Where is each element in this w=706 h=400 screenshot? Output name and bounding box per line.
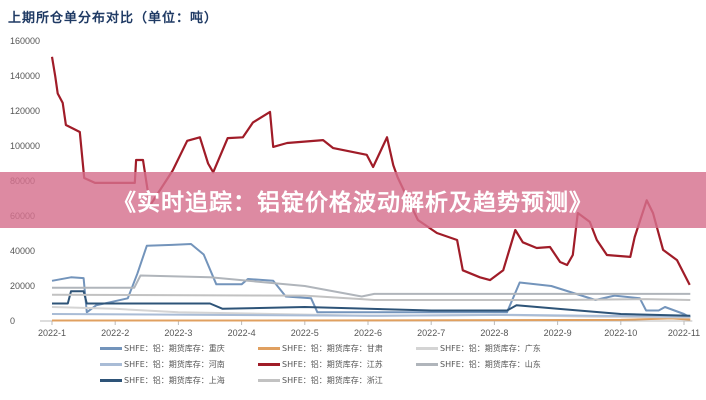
banner-text: 《实时追踪：铝锭价格波动解析及趋势预测》 — [113, 190, 593, 216]
x-tick-label: 2022-1 — [38, 328, 66, 338]
x-tick-label: 2022-6 — [354, 328, 382, 338]
legend-swatch — [416, 363, 438, 366]
legend-item: SHFE：铝：期货库存：山东 — [416, 359, 574, 370]
y-tick-label: 140000 — [10, 71, 40, 81]
y-tick-label: 0 — [10, 316, 15, 326]
y-tick-label: 40000 — [10, 246, 35, 256]
series-line-4 — [50, 56, 691, 286]
legend-label: SHFE：铝：期货库存：浙江 — [282, 376, 383, 385]
legend-label: SHFE：铝：期货库存：上海 — [124, 376, 225, 385]
legend-swatch — [258, 379, 280, 382]
x-tick-label: 2022-2 — [101, 328, 129, 338]
x-tick-label: 2022-4 — [228, 328, 256, 338]
series-line-7 — [51, 293, 691, 301]
legend-label: SHFE：铝：期货库存：重庆 — [124, 344, 225, 353]
legend-item: SHFE：铝：期货库存：重庆 — [100, 343, 258, 354]
headline-banner: 《实时追踪：铝锭价格波动解析及趋势预测》 — [0, 172, 706, 228]
legend-swatch — [100, 379, 122, 382]
legend-swatch — [258, 363, 280, 366]
legend-label: SHFE：铝：期货库存：广东 — [440, 344, 541, 353]
series-line-5 — [52, 274, 691, 298]
series-line-3 — [51, 313, 691, 318]
legend-label: SHFE：铝：期货库存：河南 — [124, 360, 225, 369]
legend-item: SHFE：铝：期货库存：浙江 — [258, 375, 416, 386]
legend-item: SHFE：铝：期货库存：上海 — [100, 375, 258, 386]
legend-item: SHFE：铝：期货库存：江苏 — [258, 359, 416, 370]
y-tick-label: 120000 — [10, 106, 40, 116]
legend-swatch — [416, 347, 438, 350]
series-line-1 — [52, 317, 691, 322]
x-tick-label: 2022-7 — [417, 328, 445, 338]
x-tick-label: 2022-9 — [544, 328, 572, 338]
y-tick-label: 20000 — [10, 281, 35, 291]
series-line-6 — [52, 290, 691, 317]
chart-title: 上期所仓单分布对比（单位：吨） — [8, 11, 219, 26]
legend-label: SHFE：铝：期货库存：甘肃 — [282, 344, 383, 353]
series-line-0 — [51, 243, 691, 319]
y-tick-label: 100000 — [10, 141, 40, 151]
x-axis: 2022-1 2022-2 2022-3 2022-4 2022-5 2022-6 2022… — [38, 320, 700, 338]
legend-label: SHFE：铝：期货库存：山东 — [440, 360, 541, 369]
legend-swatch — [258, 347, 280, 350]
x-tick-label: 2022-5 — [291, 328, 319, 338]
plot-area — [50, 56, 691, 322]
x-tick-label: 2022-10 — [604, 328, 637, 338]
legend-label: SHFE：铝：期货库存：江苏 — [282, 360, 383, 369]
legend-swatch — [100, 363, 122, 366]
x-tick-label: 2022-8 — [480, 328, 508, 338]
legend-item: SHFE：铝：期货库存：河南 — [100, 359, 258, 370]
y-tick-label: 160000 — [10, 36, 40, 46]
x-tick-label: 2022-11 — [668, 328, 700, 338]
legend-item: SHFE：铝：期货库存：广东 — [416, 343, 574, 354]
x-tick-label: 2022-3 — [164, 328, 192, 338]
legend-item: SHFE：铝：期货库存：甘肃 — [258, 343, 416, 354]
legend: SHFE：铝：期货库存：重庆 SHFE：铝：期货库存：甘肃 SHFE：铝：期货库存：… — [100, 343, 700, 386]
legend-swatch — [100, 347, 122, 350]
